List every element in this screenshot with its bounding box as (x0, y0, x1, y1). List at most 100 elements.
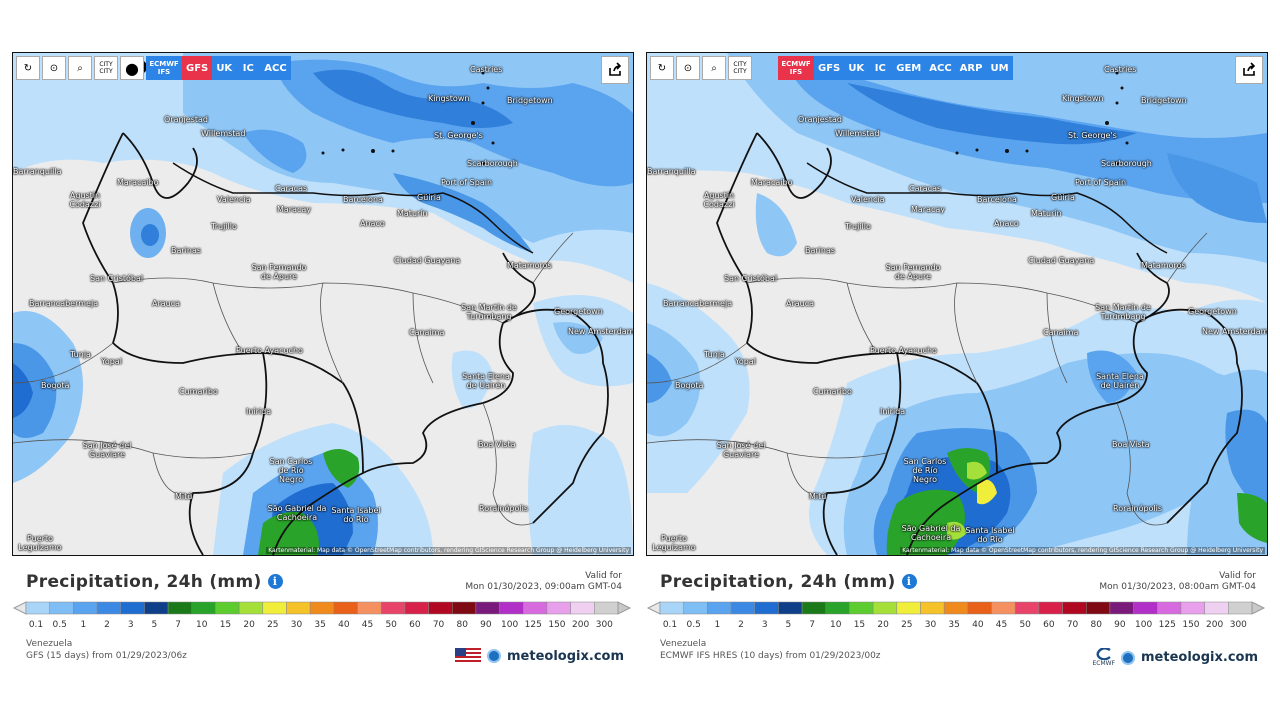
legend-color-swatch (333, 601, 358, 615)
info-icon[interactable]: i (267, 574, 283, 589)
city-label: Yopal (101, 357, 122, 366)
legend-tick-label: 80 (1090, 620, 1102, 630)
legend-tick-label: 25 (267, 620, 279, 630)
legend-tick-label: 10 (830, 620, 842, 630)
model-gem-button[interactable]: GEM (896, 62, 922, 74)
model-ecmwf-ifs-button[interactable]: ECMWF IFS (149, 60, 179, 76)
dot-icon[interactable]: ● (120, 56, 144, 80)
zoom-icon[interactable]: ⌕ (702, 56, 726, 80)
legend-tick-label: 50 (1019, 620, 1031, 630)
brand[interactable]: ECMWF meteologix.com (1092, 648, 1258, 667)
island-dots (321, 71, 495, 165)
brand[interactable]: meteologix.com (455, 648, 624, 664)
legend-tick-label: 40 (972, 620, 984, 630)
map-view[interactable]: ↻ ⊙ ⌕ CITY CITY ECMWF IFS GFS UK IC GEM A… (646, 52, 1268, 556)
city-label: Caracas (909, 184, 942, 193)
legend-color-swatch (451, 601, 477, 615)
city-label: Santa Isabel do Rio (965, 526, 1015, 544)
legend-tick-label: 40 (338, 620, 350, 630)
city-label: San Fernando de Apure (251, 263, 307, 281)
city-label: San José del Guaviare (716, 441, 766, 459)
state-borders (647, 232, 1208, 526)
legend-color-swatch (754, 601, 779, 615)
city-label: Barranquilla (13, 167, 62, 176)
legend-color-swatch (309, 601, 335, 615)
map-toolbar: ↻ ⊙ ⌕ CITY CITY ● ECMWF IFS GFS UK IC ACC (16, 56, 291, 80)
legend-color-swatch (380, 601, 406, 615)
legend-color-swatch (920, 601, 945, 615)
legend-tick-label: 30 (290, 620, 303, 630)
legend-color-swatch (991, 601, 1016, 615)
share-icon[interactable] (601, 56, 629, 84)
model-ic-button[interactable]: IC (242, 62, 254, 74)
city-label: Agustín Codazzi (69, 191, 101, 209)
city-label: Georgetown (554, 307, 603, 316)
city-label: New Amsterdam (1202, 327, 1268, 336)
city-label: Santa Elena de Uairén (1096, 372, 1144, 390)
legend-tick-label: 35 (948, 620, 960, 630)
model-acc-button[interactable]: ACC (929, 62, 952, 74)
model-arp-button[interactable]: ARP (959, 62, 983, 74)
share-icon[interactable] (1235, 56, 1263, 84)
legend-tick-label: 45 (361, 620, 374, 630)
city-label: Canaima (1043, 328, 1079, 337)
legend-tick-label: 3 (127, 620, 134, 630)
city-label: Puerto Ayacucho (870, 346, 937, 355)
country-borders (716, 132, 1243, 555)
model-ecmwf-ifs-button[interactable]: ECMWF IFS (778, 56, 814, 80)
city-label: San Fernando de Apure (885, 263, 941, 281)
legend-color-swatch (404, 601, 429, 615)
city-label: Cumaribo (179, 387, 218, 396)
legend-title: Precipitation, 24h (mm) i (26, 572, 283, 592)
city-label: Port of Spain (1075, 178, 1127, 187)
city-label: Willemstad (835, 129, 880, 138)
city-label: Matamoros (1141, 261, 1186, 270)
model-uk-button[interactable]: UK (216, 62, 233, 74)
city-label: Trujillo (211, 222, 237, 231)
brand-text: meteologix.com (507, 648, 624, 664)
reload-icon[interactable]: ↻ (16, 56, 40, 80)
legend-tick-label: 70 (432, 620, 445, 630)
legend-color-swatch (1204, 601, 1229, 615)
model-uk-button[interactable]: UK (848, 62, 865, 74)
city-label: Kingstown (1062, 94, 1104, 103)
model-gfs-button[interactable]: GFS (182, 56, 213, 80)
legend-tick-label: 200 (1206, 620, 1224, 630)
island-dots (955, 71, 1129, 165)
legend-color-swatch (546, 601, 571, 615)
city-label: Maturín (1031, 209, 1062, 218)
model-um-button[interactable]: UM (990, 62, 1009, 74)
location-pin-icon[interactable]: ⊙ (42, 56, 66, 80)
city-label: Santa Isabel do Rio (331, 506, 381, 524)
city-label: Puerto Leguízamo (652, 534, 696, 552)
city-label: Santa Elena de Uairén (462, 372, 510, 390)
legend-tick-label: 125 (1158, 620, 1176, 630)
model-acc-button[interactable]: ACC (264, 62, 287, 74)
legend-color-swatch (594, 601, 619, 615)
legend-color-swatch (1109, 601, 1134, 615)
zoom-icon[interactable]: ⌕ (68, 56, 92, 80)
legend-color-swatch (357, 601, 382, 615)
reload-icon[interactable]: ↻ (650, 56, 674, 80)
legend-color-swatch (49, 601, 74, 615)
legend-tick-label: 60 (409, 620, 421, 630)
city-label: Ciudad Guayana (394, 256, 461, 265)
info-icon[interactable]: i (901, 574, 917, 589)
legend-color-swatch (73, 601, 98, 615)
location-pin-icon[interactable]: ⊙ (676, 56, 700, 80)
us-flag-icon (455, 648, 482, 664)
city-label: Kingstown (428, 94, 470, 103)
legend-color-swatch (215, 601, 240, 615)
model-ic-button[interactable]: IC (874, 62, 886, 74)
precipitation-map (13, 53, 633, 555)
legend-color-swatch (96, 601, 121, 615)
legend-color-swatch (967, 601, 992, 615)
legend-tick-label: 7 (809, 620, 815, 630)
map-view[interactable]: ↻ ⊙ ⌕ CITY CITY ● ECMWF IFS GFS UK IC ACC… (12, 52, 634, 556)
model-gfs-button[interactable]: GFS (818, 62, 841, 74)
precip-field (647, 53, 1267, 555)
legend-tick-label: 10 (196, 620, 208, 630)
city-toggle-button[interactable]: CITY CITY (728, 56, 752, 80)
legend-colorbar (646, 601, 1266, 615)
city-toggle-button[interactable]: CITY CITY (94, 56, 118, 80)
